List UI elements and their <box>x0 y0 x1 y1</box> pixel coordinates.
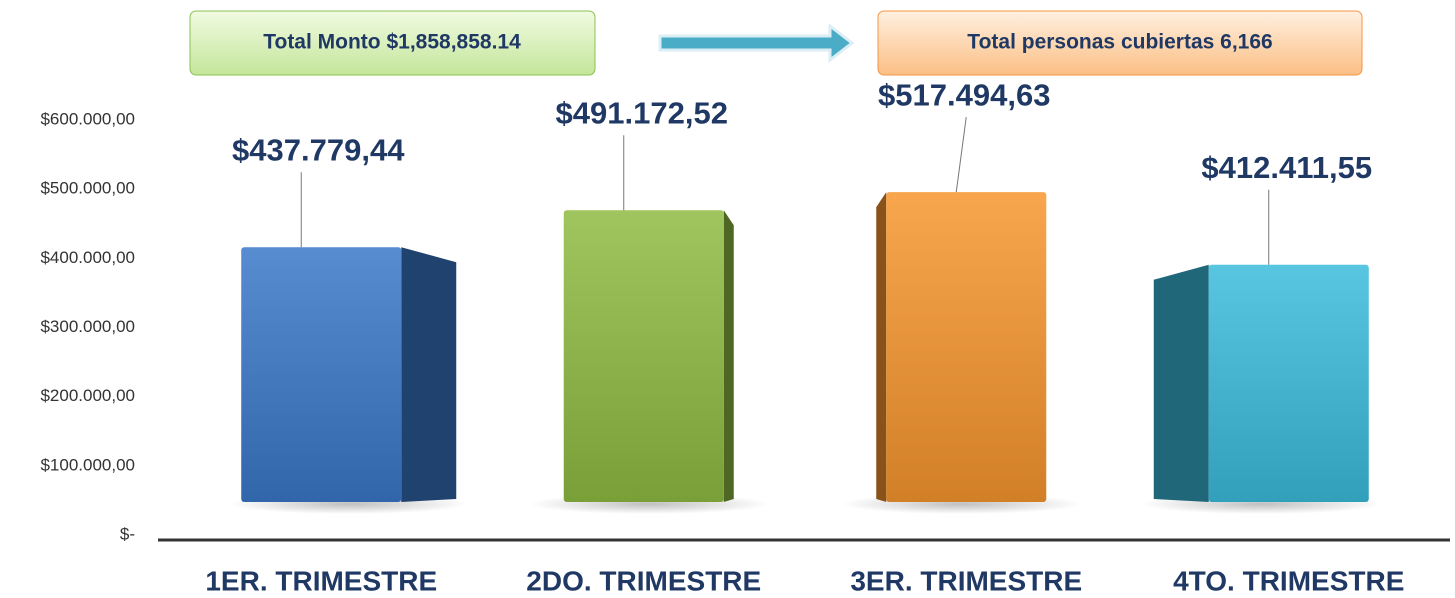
bar-side <box>876 192 887 502</box>
value-label: $517.494,63 <box>878 77 1050 112</box>
y-tick-label: $100.000,00 <box>40 455 135 474</box>
x-tick-label: 2DO. TRIMESTRE <box>526 565 761 596</box>
bar-side <box>1153 264 1209 502</box>
x-tick-label: 1ER. TRIMESTRE <box>205 565 437 596</box>
arrow <box>658 22 855 64</box>
y-tick-label: $500.000,00 <box>40 179 135 198</box>
bar-shade <box>563 210 724 502</box>
y-tick-label: $600.000,00 <box>40 109 135 128</box>
x-tick-label: 4TO. TRIMESTRE <box>1173 565 1404 596</box>
y-tick-label: $- <box>120 524 135 543</box>
total-box <box>189 10 596 76</box>
leader-line <box>955 117 967 193</box>
bar-side <box>401 247 457 502</box>
bar-side <box>723 210 734 502</box>
y-tick-label: $400.000,00 <box>40 248 135 267</box>
total-persons: Total personas cubiertas 6,166 <box>967 31 1272 54</box>
bar-shade <box>1208 264 1369 502</box>
value-label: $491.172,52 <box>556 95 728 130</box>
y-tick-label: $300.000,00 <box>40 317 135 336</box>
bar-shade <box>886 192 1047 502</box>
total-amount: Total Monto $1,858,858.14 <box>263 31 521 54</box>
persons-box <box>877 10 1363 76</box>
x-tick-label: 3ER. TRIMESTRE <box>850 565 1082 596</box>
y-tick-label: $200.000,00 <box>40 386 135 405</box>
value-label: $437.779,44 <box>232 132 405 167</box>
value-label: $412.411,55 <box>1201 150 1372 185</box>
bar-shade <box>241 247 402 502</box>
